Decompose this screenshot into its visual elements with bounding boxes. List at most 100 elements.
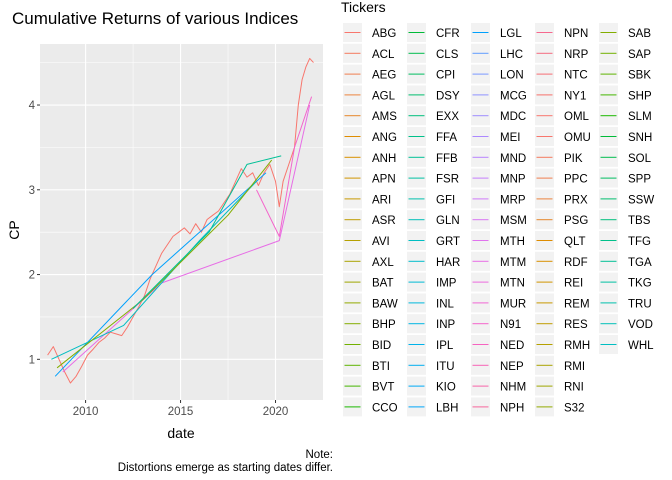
legend-label: GLN bbox=[436, 215, 460, 227]
legend-label: LHC bbox=[500, 49, 523, 61]
series-line-SAB bbox=[62, 104, 311, 373]
legend-label: FFA bbox=[436, 132, 457, 144]
legend-label: MNP bbox=[500, 174, 526, 186]
legend-label: NHM bbox=[500, 382, 526, 394]
legend-label: BHP bbox=[372, 319, 396, 331]
legend-label: MTM bbox=[500, 257, 526, 269]
legend-label: TGA bbox=[628, 257, 652, 269]
legend-label: AVI bbox=[372, 236, 390, 248]
legend-label: ACL bbox=[372, 49, 395, 61]
legend-label: MCG bbox=[500, 90, 527, 102]
axis-ticks: 2010 2015 2020 1 2 3 4 bbox=[29, 100, 289, 418]
legend-label: ARI bbox=[372, 194, 391, 206]
legend-label: NTC bbox=[564, 70, 588, 82]
note-line-1: Note: bbox=[306, 449, 334, 461]
legend-label: N91 bbox=[500, 319, 521, 331]
legend-label: PIK bbox=[564, 153, 583, 165]
plot-panel bbox=[40, 44, 323, 400]
legend-label: KIO bbox=[436, 382, 456, 394]
legend-label: REI bbox=[564, 278, 583, 290]
legend-label: NPH bbox=[500, 402, 524, 414]
legend-label: QLT bbox=[564, 236, 586, 248]
series-line-RMH bbox=[256, 96, 313, 237]
legend-label: INL bbox=[436, 298, 455, 310]
legend-label: NY1 bbox=[564, 90, 586, 102]
x-tick-label: 2015 bbox=[168, 406, 194, 418]
legend-label: MRP bbox=[500, 194, 526, 206]
legend-label: IPL bbox=[436, 340, 454, 352]
legend-label: REM bbox=[564, 298, 590, 310]
legend-label: SLM bbox=[628, 111, 652, 123]
legend-label: TBS bbox=[628, 215, 651, 227]
legend-label: LON bbox=[500, 70, 524, 82]
legend-label: AMS bbox=[372, 111, 397, 123]
legend-label: OMU bbox=[564, 132, 591, 144]
y-tick-label: 2 bbox=[29, 270, 35, 282]
legend-label: MTN bbox=[500, 278, 525, 290]
legend-label: SNH bbox=[628, 132, 652, 144]
legend-label: NRP bbox=[564, 49, 589, 61]
legend-label: NEP bbox=[500, 361, 524, 373]
legend: ABG ACL AEG AGL AMS ANG ANH APN ARI ASR AVI AXL BAT B… bbox=[343, 23, 654, 417]
legend-label: CLS bbox=[436, 49, 459, 61]
series-line-GFI bbox=[132, 155, 282, 309]
legend-label: PPC bbox=[564, 174, 588, 186]
legend-label: BTI bbox=[372, 361, 390, 373]
legend-label: FSR bbox=[436, 174, 459, 186]
legend-label: BAW bbox=[372, 298, 398, 310]
legend-label: HAR bbox=[436, 257, 460, 269]
series-line-BHP bbox=[56, 159, 273, 369]
legend-label: OML bbox=[564, 111, 590, 123]
legend-label: TKG bbox=[628, 278, 652, 290]
legend-label: BAT bbox=[372, 278, 394, 290]
legend-label: PSG bbox=[564, 215, 588, 227]
series-line-ABG bbox=[47, 57, 314, 384]
x-tick-label: 2010 bbox=[73, 406, 99, 418]
series-line-GRT bbox=[51, 180, 257, 360]
legend-label: APN bbox=[372, 174, 396, 186]
legend-label: BVT bbox=[372, 382, 394, 394]
legend-label: SAP bbox=[628, 49, 651, 61]
legend-label: DSY bbox=[436, 90, 460, 102]
legend-label: MTH bbox=[500, 236, 525, 248]
legend-label: SSW bbox=[628, 194, 654, 206]
chart-title: Cumulative Returns of various Indices bbox=[12, 9, 298, 28]
legend-label: PRX bbox=[564, 194, 588, 206]
x-tick-label: 2020 bbox=[263, 406, 289, 418]
legend-label: SPP bbox=[628, 174, 651, 186]
legend-label: RDF bbox=[564, 257, 588, 269]
legend-label: GRT bbox=[436, 236, 460, 248]
legend-label: MUR bbox=[500, 298, 526, 310]
note-line-2: Distortions emerge as starting dates dif… bbox=[118, 462, 333, 474]
legend-label: AXL bbox=[372, 257, 394, 269]
legend-label: SAB bbox=[628, 28, 651, 40]
legend-label: NPN bbox=[564, 28, 588, 40]
legend-label: IMP bbox=[436, 278, 457, 290]
legend-label: TRU bbox=[628, 298, 652, 310]
y-tick-label: 4 bbox=[29, 100, 36, 112]
legend-label: GFI bbox=[436, 194, 455, 206]
legend-label: INP bbox=[436, 319, 456, 331]
legend-label: CCO bbox=[372, 402, 398, 414]
y-axis-label: CP bbox=[6, 220, 22, 239]
legend-title: Tickers bbox=[341, 0, 386, 15]
legend-label: SBK bbox=[628, 70, 651, 82]
legend-label: ITU bbox=[436, 361, 455, 373]
x-axis-label: date bbox=[167, 425, 194, 441]
legend-label: WHL bbox=[628, 340, 654, 352]
y-tick-label: 1 bbox=[29, 354, 35, 366]
legend-label: S32 bbox=[564, 402, 584, 414]
legend-label: CPI bbox=[436, 70, 455, 82]
legend-label: ASR bbox=[372, 215, 396, 227]
legend-label: ANG bbox=[372, 132, 397, 144]
legend-label: RNI bbox=[564, 382, 584, 394]
legend-label: MEI bbox=[500, 132, 520, 144]
legend-label: LGL bbox=[500, 28, 522, 40]
legend-label: SHP bbox=[628, 90, 652, 102]
series-lines bbox=[47, 57, 314, 384]
y-tick-label: 3 bbox=[29, 185, 35, 197]
legend-label: TFG bbox=[628, 236, 651, 248]
legend-label: SOL bbox=[628, 153, 652, 165]
gridlines bbox=[40, 44, 323, 400]
